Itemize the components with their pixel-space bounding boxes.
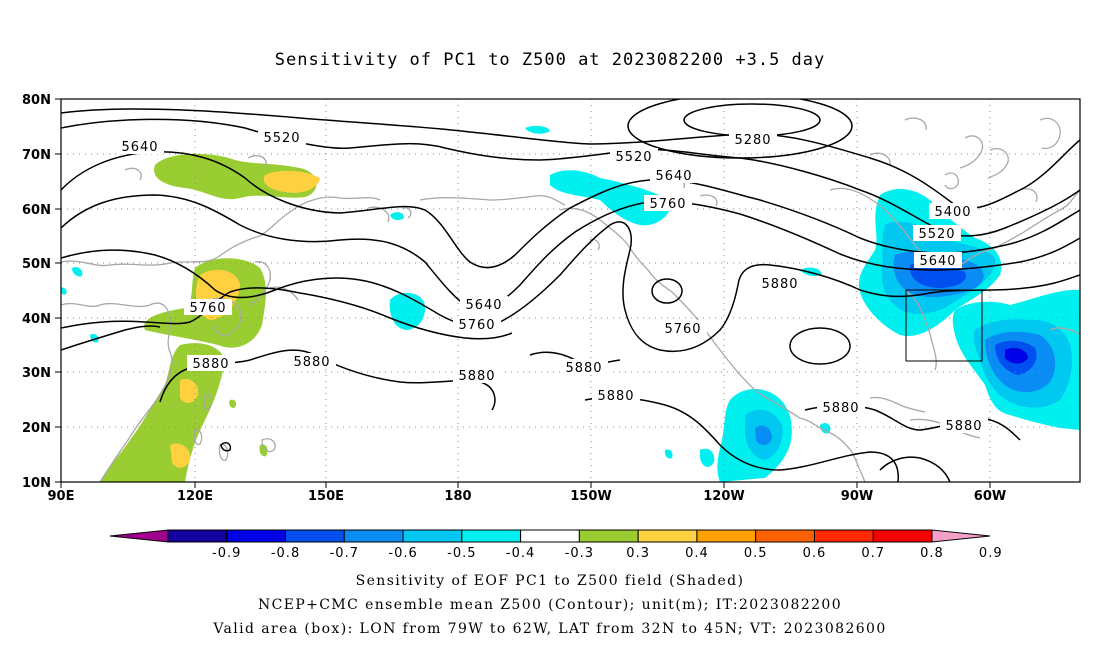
colorbar-tick-label: 0.8 (920, 546, 944, 561)
colorbar-swatch (578, 529, 639, 543)
lon-label: 180 (444, 489, 471, 504)
lon-label: 60W (974, 489, 1006, 504)
colorbar: -0.9 -0.8 -0.7 -0.6 -0.5 -0.4 -0.3 0.3 0.4 0.5 0.6… (109, 529, 1003, 561)
colorbar-tick-label: 0.7 (861, 546, 885, 561)
contour-label: 5880 (822, 401, 859, 416)
colorbar-tick-label: -0.3 (565, 546, 594, 561)
contour-label: 5640 (121, 140, 158, 155)
map-panel: 5280 5400 5520 5520 5520 5640 5640 5640 … (61, 99, 1080, 482)
colorbar-swatch (167, 529, 228, 543)
colorbar-tick-label: 0.5 (744, 546, 768, 561)
colorbar-swatch (285, 529, 345, 543)
latitude-axis (55, 98, 61, 483)
colorbar-extend-right (931, 529, 991, 543)
contour-label: 5760 (649, 197, 686, 212)
map-frame (60, 98, 1081, 483)
contour-label: 5520 (263, 131, 300, 146)
colorbar-tick-label: -0.9 (212, 546, 241, 561)
colorbar-swatch (872, 529, 933, 543)
contour-label: 5880 (945, 419, 982, 434)
colorbar-swatch (461, 529, 522, 543)
lon-label: 90E (48, 489, 75, 504)
caption-line-2: NCEP+CMC ensemble mean Z500 (Contour); u… (257, 597, 843, 613)
contour-label: 5880 (761, 277, 798, 292)
lat-label: 30N (22, 366, 51, 381)
contour-label: 5880 (458, 369, 495, 384)
colorbar-tick-label: -0.8 (271, 546, 300, 561)
colorbar-swatch (226, 529, 287, 543)
colorbar-tick-label: 0.9 (979, 546, 1003, 561)
lat-label: 50N (22, 257, 51, 272)
contour-label: 5880 (293, 355, 330, 370)
colorbar-swatch (402, 529, 463, 543)
negative-sensitivity-shading (61, 125, 1080, 482)
colorbar-tick-label: -0.7 (330, 546, 359, 561)
lat-label: 10N (22, 476, 51, 491)
colorbar-swatch (637, 529, 698, 543)
colorbar-swatch (755, 529, 815, 543)
colorbar-tick-label: 0.3 (626, 546, 650, 561)
contour-label: 5640 (919, 254, 956, 269)
contour-labels: 5280 5400 5520 5520 5520 5640 5640 5640 … (116, 129, 988, 434)
caption-line-1: Sensitivity of EOF PC1 to Z500 field (Sh… (355, 573, 745, 589)
contour-label: 5760 (458, 318, 495, 333)
map-title: Sensitivity of PC1 to Z500 at 2023082200… (274, 50, 826, 70)
contour-label: 5760 (189, 301, 226, 316)
colorbar-swatch (696, 529, 757, 543)
colorbar-swatch (343, 529, 404, 543)
lat-label: 60N (22, 203, 51, 218)
colorbar-swatch (520, 529, 580, 543)
colorbar-tick-label: 0.6 (803, 546, 827, 561)
contour-label: 5280 (734, 133, 771, 148)
contour-label: 5640 (655, 169, 692, 184)
lat-label: 80N (22, 93, 51, 108)
valid-area-box (905, 289, 983, 362)
contour-label: 5760 (664, 322, 701, 337)
lon-label: 120E (177, 489, 213, 504)
contour-label: 5520 (615, 150, 652, 165)
contour-label: 5880 (597, 389, 634, 404)
contour-label: 5520 (918, 227, 955, 242)
contour-label: 5880 (192, 357, 229, 372)
contour-label: 5880 (565, 361, 602, 376)
lon-label: 150W (570, 489, 611, 504)
colorbar-extend-left (109, 529, 169, 543)
contour-label: 5400 (934, 205, 971, 220)
lon-label: 120W (703, 489, 744, 504)
caption-line-3: Valid area (box): LON from 79W to 62W, L… (213, 621, 887, 637)
colorbar-tick-label: 0.4 (685, 546, 709, 561)
colorbar-tick-label: -0.5 (447, 546, 476, 561)
longitude-axis (60, 482, 991, 488)
lon-label: 150E (308, 489, 344, 504)
contour-label: 5640 (465, 298, 502, 313)
colorbar-tick-label: -0.6 (388, 546, 417, 561)
lat-label: 70N (22, 148, 51, 163)
lon-label: 90W (841, 489, 873, 504)
colorbar-tick-label: -0.4 (506, 546, 535, 561)
lat-label: 20N (22, 421, 51, 436)
lat-label: 40N (22, 312, 51, 327)
colorbar-swatch (813, 529, 874, 543)
